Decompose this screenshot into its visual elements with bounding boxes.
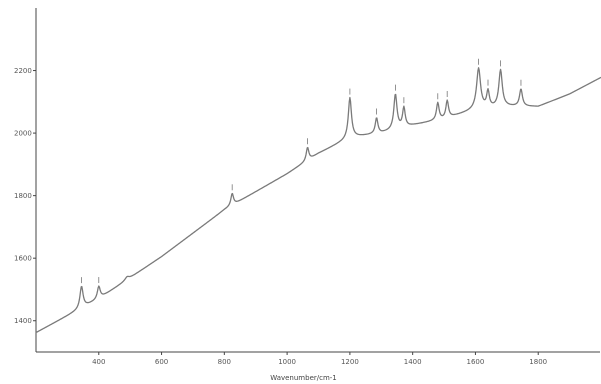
y-tick-label: 2000: [14, 130, 32, 138]
y-tick-labels: 1400 1600 1800 2000 2200: [14, 67, 32, 325]
x-tick-label: 1000: [278, 358, 296, 366]
peak-marks: [81, 58, 522, 284]
y-tick-label: 2200: [14, 67, 32, 75]
axis-ticks: [33, 70, 539, 355]
y-tick-label: 1800: [14, 192, 32, 200]
y-tick-label: 1600: [14, 255, 32, 263]
spectrum-line: [35, 67, 601, 334]
x-tick-label: 1800: [529, 358, 547, 366]
x-tick-label: 1200: [341, 358, 359, 366]
x-tick-label: 1400: [404, 358, 422, 366]
x-tick-labels: 400 600 800 1000 1200 1400 1600 1800: [92, 358, 547, 366]
x-tick-label: 600: [155, 358, 168, 366]
y-tick-label: 1400: [14, 317, 32, 325]
x-axis-title: Wavenumber/cm-1: [270, 374, 337, 382]
x-tick-label: 1600: [467, 358, 485, 366]
x-tick-label: 800: [218, 358, 231, 366]
x-tick-label: 400: [92, 358, 105, 366]
